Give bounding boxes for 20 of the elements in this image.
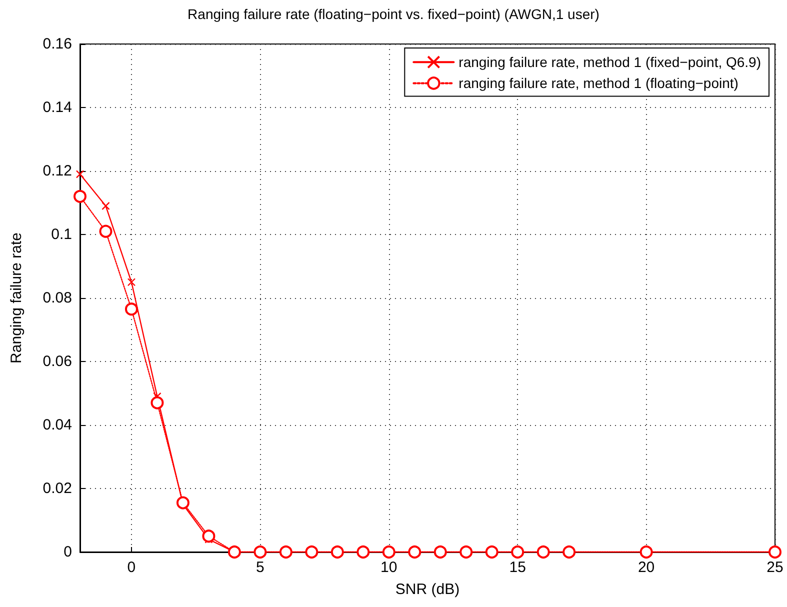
y-tick-label: 0.16 [42,36,72,52]
legend-label: ranging failure rate, method 1 (fixed−point, Q6.9) [458,54,762,70]
y-tick-label: 0.08 [42,290,72,306]
y-tick-label: 0.02 [42,480,72,497]
x-axis-title: SNR (dB) [395,581,460,598]
y-tick-label: 0.1 [51,226,72,243]
x-tick-label: 15 [509,559,526,576]
y-tick-label: 0.06 [42,353,72,370]
y-tick-label: 0.04 [42,416,72,434]
legend-label: ranging failure rate, method 1 (floating−point) [458,75,738,92]
y-axis-title: Ranging failure rate [8,232,25,364]
y-tick-label: 0 [64,544,72,560]
x-tick-label: 0 [127,559,136,576]
x-tick-label: 25 [766,559,784,576]
y-tick-label: 0.12 [42,162,72,180]
x-tick-label: 5 [256,559,264,576]
x-tick-label: 10 [380,559,398,576]
y-tick-label: 0.14 [42,99,72,116]
x-tick-label: 20 [638,559,655,576]
chart-title: Ranging failure rate (floating−point vs. fixed−point) (AWGN,1 user) [188,6,600,22]
